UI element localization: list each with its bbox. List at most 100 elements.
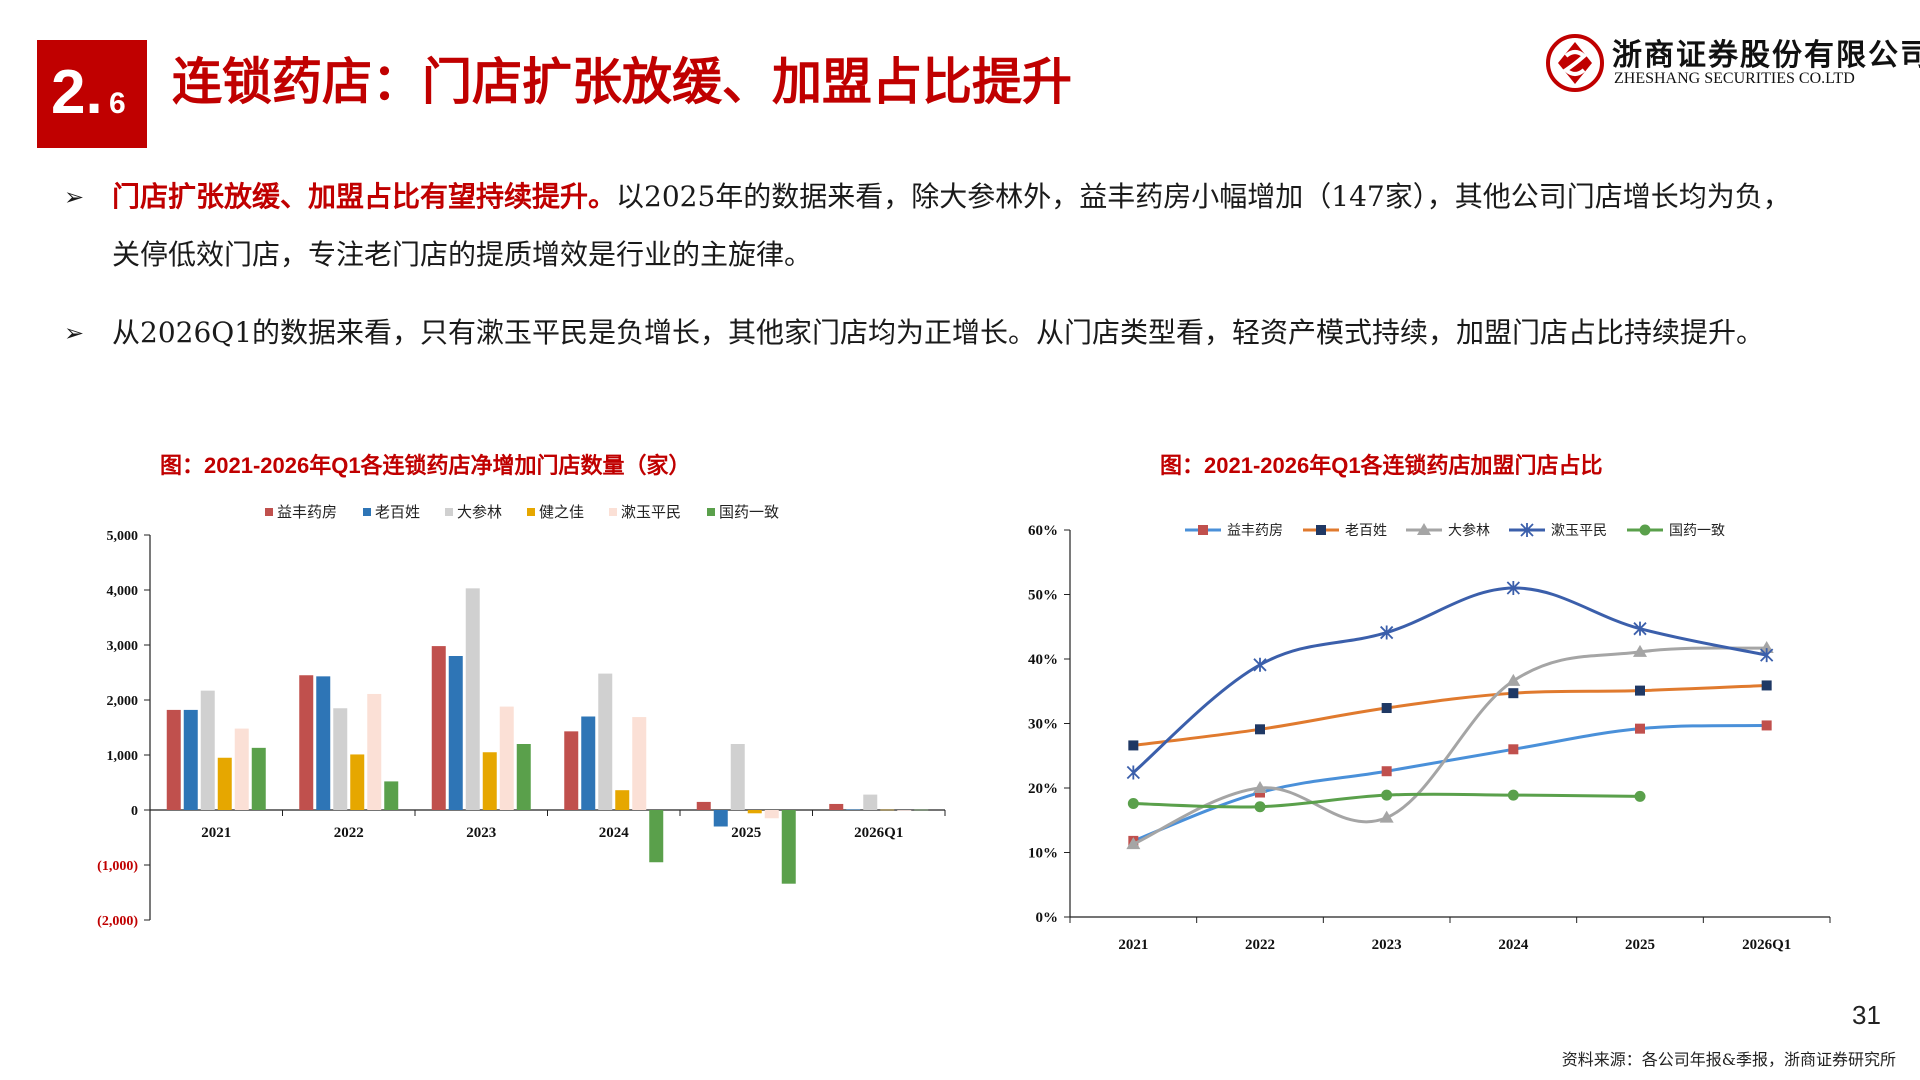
bar-2026q1-series-5 bbox=[914, 809, 929, 811]
bar-x-tick-label: 2022 bbox=[334, 825, 364, 841]
line-point-series-2 bbox=[1126, 837, 1141, 850]
line-point-series-4 bbox=[1507, 789, 1519, 801]
bar-x-tick-label: 2026Q1 bbox=[854, 825, 903, 841]
bar-2021-series-5 bbox=[251, 747, 266, 810]
bar-2025-series-3 bbox=[747, 810, 762, 814]
line-point-series-1 bbox=[1761, 680, 1772, 691]
bar-2026q1-series-0 bbox=[829, 803, 844, 810]
line-point-series-3 bbox=[1633, 621, 1647, 636]
bar-2025-series-4 bbox=[764, 810, 779, 819]
bar-2025-series-0 bbox=[696, 801, 711, 810]
bar-2026q1-series-2 bbox=[863, 794, 878, 810]
bar-y-tick-label: 1,000 bbox=[107, 749, 139, 764]
bar-x-tick-label: 2024 bbox=[599, 825, 630, 841]
bar-x-tick-label: 2025 bbox=[731, 825, 761, 841]
line-y-tick-label: 60% bbox=[1028, 523, 1058, 539]
bar-2021-series-1 bbox=[183, 709, 198, 810]
bar-legend-label: 国药一致 bbox=[719, 504, 779, 521]
line-legend-item: 大参林 bbox=[1406, 522, 1490, 539]
bar-2025-series-5 bbox=[781, 810, 796, 884]
line-legend-item: 漱玉平民 bbox=[1509, 523, 1607, 539]
bar-legend-label: 益丰药房 bbox=[277, 504, 337, 521]
bar-y-tick-label: 4,000 bbox=[107, 584, 139, 599]
bar-legend-item: 漱玉平民 bbox=[609, 504, 681, 521]
line-x-tick-label: 2021 bbox=[1118, 937, 1148, 953]
line-point-series-4 bbox=[1127, 797, 1139, 809]
page-title: 连锁药店：门店扩张放缓、加盟占比提升 bbox=[172, 53, 1072, 111]
line-legend-item: 国药一致 bbox=[1627, 523, 1725, 539]
line-x-tick-label: 2024 bbox=[1498, 937, 1529, 953]
bar-2026q1-series-4 bbox=[897, 810, 912, 811]
line-x-tick-label: 2026Q1 bbox=[1742, 937, 1791, 953]
line-point-series-0 bbox=[1761, 720, 1772, 731]
line-legend-marker bbox=[1417, 523, 1431, 535]
logo-company-name: 浙商证券股份有限公司 bbox=[1612, 38, 1920, 73]
line-point-series-3 bbox=[1126, 765, 1140, 780]
line-legend-marker bbox=[1639, 524, 1651, 536]
line-legend-item: 老百姓 bbox=[1303, 523, 1387, 539]
bar-legend-item: 老百姓 bbox=[363, 504, 420, 521]
line-point-series-3 bbox=[1760, 648, 1774, 663]
bar-2022-series-2 bbox=[333, 708, 348, 810]
page-number: 31 bbox=[1852, 1000, 1881, 1030]
bullet-arrow-icon: ➢ bbox=[64, 319, 85, 347]
line-y-tick-label: 10% bbox=[1028, 846, 1058, 862]
line-x-tick-label: 2023 bbox=[1372, 937, 1402, 953]
bar-legend-swatch bbox=[609, 508, 617, 516]
bar-legend-item: 大参林 bbox=[445, 504, 502, 521]
line-point-series-3 bbox=[1253, 657, 1267, 672]
bar-y-tick-label: (2,000) bbox=[97, 914, 138, 929]
bar-2024-series-0 bbox=[564, 731, 579, 810]
net-store-increase-bar-chart: 5,000 4,000 3,000 2,000 1,000 0 (1,000) (2,000)… bbox=[97, 504, 946, 929]
line-legend-item: 益丰药房 bbox=[1185, 523, 1283, 539]
bar-y-tick-label: 3,000 bbox=[107, 639, 139, 654]
line-legend-marker bbox=[1520, 523, 1534, 537]
bar-2024-series-5 bbox=[649, 810, 664, 863]
bar-2025-series-1 bbox=[713, 810, 728, 827]
bar-legend-label: 大参林 bbox=[457, 504, 502, 521]
bullet-point-1: ➢ 门店扩张放缓、加盟占比有望持续提升。以2025年的数据来看，除大参林外，益丰… bbox=[60, 168, 1800, 284]
bar-2021-series-4 bbox=[234, 728, 249, 810]
franchise-ratio-line-chart: 0% 10% 20% 30% 40% 50% 60% 2021 2022 2023 2024 2025… bbox=[1028, 522, 1831, 953]
bar-2026q1-series-3 bbox=[880, 809, 895, 811]
bar-2023-series-1 bbox=[448, 656, 463, 810]
section-number-sub: 6 bbox=[109, 87, 126, 120]
line-point-series-3 bbox=[1380, 625, 1394, 640]
section-number-main: 2. bbox=[51, 58, 103, 127]
bar-legend-swatch bbox=[707, 508, 715, 516]
bullet-emphasis: 门店扩张放缓、加盟占比有望持续提升。 bbox=[112, 180, 617, 213]
line-legend-label: 国药一致 bbox=[1669, 523, 1725, 539]
line-series-1 bbox=[1133, 683, 1767, 747]
bar-2022-series-1 bbox=[316, 676, 331, 810]
bullet-arrow-icon: ➢ bbox=[64, 183, 85, 211]
bar-y-tick-label: 2,000 bbox=[107, 694, 139, 709]
bullet-text: 以2025年的数据来看，除大参林外，益丰药房小幅增加（147家），其他公司门店增… bbox=[112, 180, 1791, 271]
line-legend-label: 漱玉平民 bbox=[1551, 523, 1607, 539]
bar-legend-item: 益丰药房 bbox=[265, 504, 337, 521]
line-legend-label: 老百姓 bbox=[1345, 523, 1387, 539]
line-x-tick-label: 2025 bbox=[1625, 937, 1655, 953]
bar-2022-series-0 bbox=[299, 675, 314, 810]
logo-company-name-en: ZHESHANG SECURITIES CO.LTD bbox=[1614, 70, 1855, 87]
line-point-series-2 bbox=[1759, 641, 1774, 654]
bar-legend-label: 漱玉平民 bbox=[621, 504, 681, 521]
bar-legend-label: 健之佳 bbox=[539, 504, 584, 521]
line-legend-marker bbox=[1198, 525, 1208, 535]
line-point-series-0 bbox=[1381, 766, 1392, 777]
line-point-series-1 bbox=[1381, 703, 1392, 714]
line-point-series-2 bbox=[1633, 644, 1647, 657]
line-y-tick-label: 0% bbox=[1036, 910, 1059, 926]
bullet-text: 从2026Q1的数据来看，只有漱玉平民是负增长，其他家门店均为正增长。从门店类型… bbox=[112, 316, 1765, 349]
bar-2026q1-series-1 bbox=[846, 809, 861, 810]
line-y-tick-label: 30% bbox=[1028, 717, 1058, 733]
bar-2022-series-3 bbox=[350, 754, 365, 810]
line-legend-marker bbox=[1316, 525, 1326, 535]
bar-2022-series-4 bbox=[367, 693, 382, 810]
bar-y-tick-label: 0 bbox=[131, 804, 138, 819]
line-point-series-1 bbox=[1128, 740, 1139, 751]
bar-2024-series-2 bbox=[598, 673, 613, 810]
bar-2024-series-1 bbox=[581, 716, 596, 810]
bar-x-tick-label: 2021 bbox=[201, 825, 231, 841]
source-note: 资料来源：各公司年报&季报，浙商证券研究所 bbox=[1561, 1050, 1896, 1069]
line-point-series-4 bbox=[1381, 789, 1393, 801]
